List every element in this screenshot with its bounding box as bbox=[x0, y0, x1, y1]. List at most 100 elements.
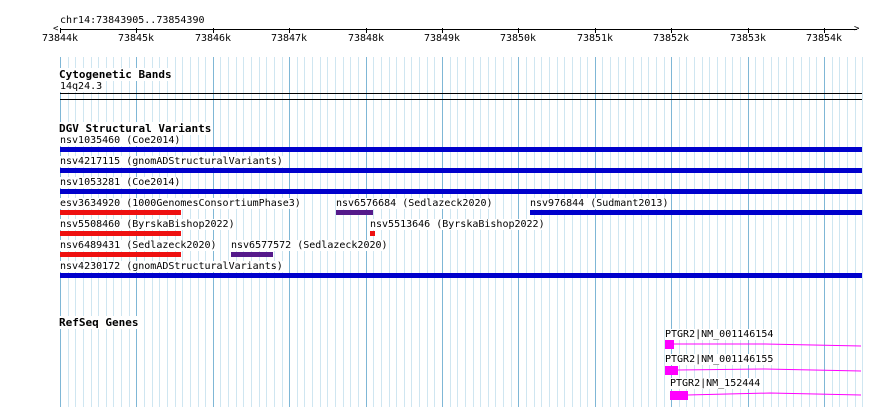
gridline bbox=[282, 57, 283, 407]
gridline bbox=[220, 57, 221, 407]
gridline bbox=[327, 57, 328, 407]
gridline bbox=[732, 57, 733, 407]
gridline bbox=[534, 57, 535, 407]
gridline bbox=[809, 57, 810, 407]
gridline bbox=[450, 57, 451, 407]
variant-bar[interactable] bbox=[336, 210, 373, 215]
gridline bbox=[709, 57, 710, 407]
gridline bbox=[236, 57, 237, 407]
gridline bbox=[190, 57, 191, 407]
gridline bbox=[389, 57, 390, 407]
gridline bbox=[266, 57, 267, 407]
gridline bbox=[350, 57, 351, 407]
variant-bar[interactable] bbox=[60, 147, 862, 152]
feature-label: nsv976844 (Sudmant2013) bbox=[530, 198, 670, 209]
gridline bbox=[297, 57, 298, 407]
variant-bar[interactable] bbox=[60, 210, 181, 215]
gridline bbox=[610, 57, 611, 407]
gridline bbox=[801, 57, 802, 407]
variant-bar[interactable] bbox=[370, 231, 375, 236]
gridline bbox=[251, 57, 252, 407]
gridline bbox=[740, 57, 741, 407]
gridline bbox=[182, 57, 183, 407]
variant-bar[interactable] bbox=[60, 231, 181, 236]
gridline bbox=[633, 57, 634, 407]
gridline bbox=[442, 57, 443, 407]
gridline bbox=[518, 57, 519, 407]
gridline bbox=[404, 57, 405, 407]
variant-bar[interactable] bbox=[60, 252, 181, 257]
gene-exon[interactable] bbox=[670, 391, 688, 400]
ruler-line bbox=[60, 29, 857, 30]
track-title-cytoband: Cytogenetic Bands bbox=[59, 68, 172, 81]
gridline bbox=[312, 57, 313, 407]
gridline bbox=[366, 57, 367, 407]
ruler-tick-label: 73848k bbox=[346, 33, 386, 44]
cytoband-line-bottom bbox=[60, 99, 862, 100]
gridline bbox=[580, 57, 581, 407]
variant-bar[interactable] bbox=[60, 168, 862, 173]
gridline bbox=[832, 57, 833, 407]
cytoband-label: 14q24.3 bbox=[60, 81, 103, 92]
gridline bbox=[434, 57, 435, 407]
feature-label: nsv5513646 (ByrskaBishop2022) bbox=[370, 219, 546, 230]
gene-label: PTGR2|NM_152444 bbox=[670, 378, 762, 389]
gridline bbox=[549, 57, 550, 407]
ruler-tick bbox=[60, 28, 61, 33]
ruler-tick-label: 73853k bbox=[728, 33, 768, 44]
variant-bar[interactable] bbox=[231, 252, 273, 257]
location-label: chr14:73843905..73854390 bbox=[60, 15, 205, 26]
ruler-tick bbox=[824, 28, 825, 33]
gridline bbox=[679, 57, 680, 407]
gridline bbox=[641, 57, 642, 407]
ruler-tick-label: 73850k bbox=[498, 33, 538, 44]
gridline bbox=[526, 57, 527, 407]
feature-label: nsv6577572 (Sedlazeck2020) bbox=[231, 240, 389, 251]
variant-bar[interactable] bbox=[530, 210, 862, 215]
gridline bbox=[503, 57, 504, 407]
gridline bbox=[602, 57, 603, 407]
gridline bbox=[274, 57, 275, 407]
feature-label: nsv1035460 (Coe2014) bbox=[60, 135, 182, 146]
gridline bbox=[488, 57, 489, 407]
gene-exon[interactable] bbox=[665, 366, 678, 375]
gridline bbox=[198, 57, 199, 407]
gridline bbox=[816, 57, 817, 407]
ruler-left-arrow-icon: < bbox=[53, 24, 59, 34]
gridline bbox=[771, 57, 772, 407]
feature-label: nsv5508460 (ByrskaBishop2022) bbox=[60, 219, 236, 230]
gridline bbox=[625, 57, 626, 407]
gridline bbox=[557, 57, 558, 407]
gridline bbox=[205, 57, 206, 407]
gridline bbox=[411, 57, 412, 407]
gene-exon[interactable] bbox=[665, 340, 674, 349]
gridline bbox=[495, 57, 496, 407]
gridline bbox=[664, 57, 665, 407]
gridline bbox=[381, 57, 382, 407]
gridline bbox=[335, 57, 336, 407]
variant-bar[interactable] bbox=[60, 273, 862, 278]
gridline bbox=[748, 57, 749, 407]
feature-label: nsv4217115 (gnomADStructuralVariants) bbox=[60, 156, 284, 167]
gridline bbox=[763, 57, 764, 407]
gridline bbox=[396, 57, 397, 407]
ruler-tick bbox=[518, 28, 519, 33]
gridline bbox=[343, 57, 344, 407]
gridline bbox=[564, 57, 565, 407]
gene-label: PTGR2|NM_001146155 bbox=[665, 354, 775, 365]
ruler-tick-label: 73844k bbox=[40, 33, 80, 44]
feature-label: esv3634920 (1000GenomesConsortiumPhase3) bbox=[60, 198, 302, 209]
gridline bbox=[419, 57, 420, 407]
ruler-tick bbox=[289, 28, 290, 33]
gridline bbox=[457, 57, 458, 407]
gridline bbox=[648, 57, 649, 407]
feature-label: nsv1053281 (Coe2014) bbox=[60, 177, 182, 188]
variant-bar[interactable] bbox=[60, 189, 862, 194]
gridline bbox=[839, 57, 840, 407]
gridline bbox=[717, 57, 718, 407]
gridline bbox=[289, 57, 290, 407]
gridline bbox=[595, 57, 596, 407]
ruler-tick-label: 73851k bbox=[575, 33, 615, 44]
feature-label: nsv6489431 (Sedlazeck2020) bbox=[60, 240, 218, 251]
gridline bbox=[755, 57, 756, 407]
